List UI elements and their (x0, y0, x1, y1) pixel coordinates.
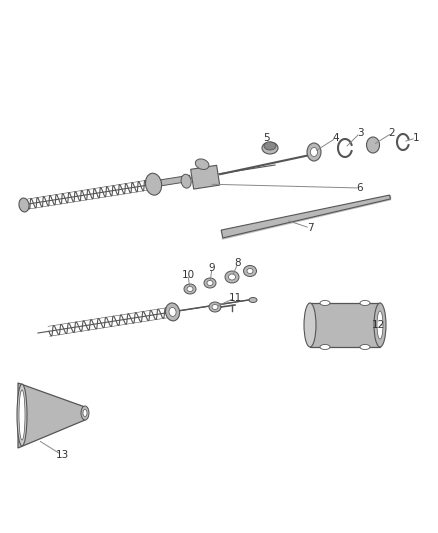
Ellipse shape (195, 159, 209, 169)
Polygon shape (310, 303, 380, 347)
Text: 9: 9 (208, 263, 215, 273)
Ellipse shape (374, 303, 386, 347)
Polygon shape (191, 165, 220, 189)
Text: 2: 2 (389, 128, 396, 138)
Ellipse shape (320, 301, 330, 305)
Ellipse shape (204, 278, 216, 288)
Ellipse shape (262, 142, 278, 154)
Ellipse shape (244, 265, 257, 277)
Text: 1: 1 (413, 133, 419, 143)
Ellipse shape (367, 137, 379, 153)
Ellipse shape (377, 311, 383, 339)
Polygon shape (221, 195, 390, 238)
Text: 7: 7 (307, 223, 313, 233)
Ellipse shape (169, 308, 176, 317)
Ellipse shape (207, 280, 213, 286)
Ellipse shape (145, 173, 162, 195)
Ellipse shape (229, 274, 236, 280)
Ellipse shape (360, 301, 370, 305)
Ellipse shape (225, 271, 239, 283)
Ellipse shape (264, 142, 276, 150)
Ellipse shape (187, 287, 193, 292)
Ellipse shape (360, 344, 370, 350)
Text: 13: 13 (55, 450, 69, 460)
Text: 5: 5 (264, 133, 270, 143)
Text: 6: 6 (357, 183, 363, 193)
Ellipse shape (320, 344, 330, 350)
Ellipse shape (311, 148, 318, 157)
Ellipse shape (83, 409, 87, 416)
Ellipse shape (19, 390, 25, 440)
Text: 10: 10 (181, 270, 194, 280)
Ellipse shape (19, 198, 29, 212)
Ellipse shape (17, 384, 27, 446)
Ellipse shape (209, 302, 221, 312)
Ellipse shape (304, 303, 316, 347)
Ellipse shape (247, 269, 253, 273)
Text: 4: 4 (333, 133, 339, 143)
Ellipse shape (81, 406, 89, 420)
Text: 3: 3 (357, 128, 363, 138)
Ellipse shape (181, 174, 191, 188)
Ellipse shape (184, 284, 196, 294)
Text: 12: 12 (371, 320, 385, 330)
Polygon shape (158, 175, 191, 186)
Text: 8: 8 (235, 258, 241, 268)
Ellipse shape (212, 304, 218, 310)
Text: 11: 11 (228, 293, 242, 303)
Ellipse shape (166, 303, 180, 321)
Ellipse shape (307, 143, 321, 161)
Polygon shape (18, 383, 85, 448)
Ellipse shape (249, 297, 257, 303)
